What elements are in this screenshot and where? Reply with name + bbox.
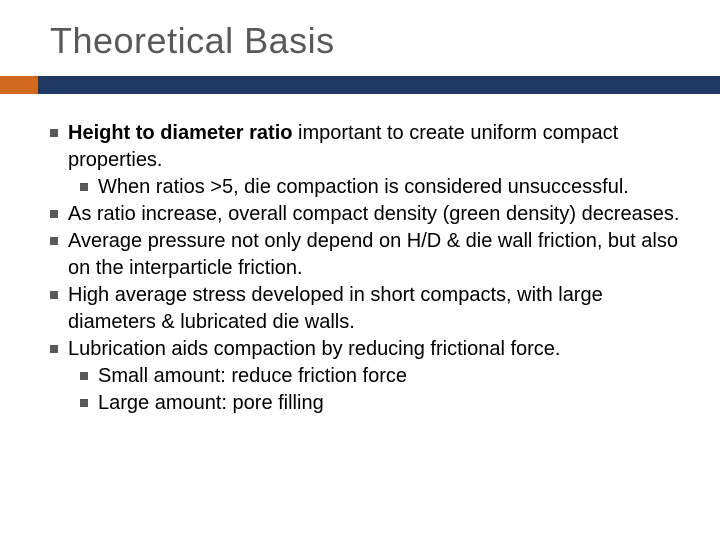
bullet-item: Average pressure not only depend on H/D … bbox=[50, 228, 692, 282]
bullet-item: Lubrication aids compaction by reducing … bbox=[50, 336, 692, 363]
square-bullet-icon bbox=[80, 372, 88, 380]
square-bullet-icon bbox=[50, 291, 58, 299]
bullet-item: High average stress developed in short c… bbox=[50, 282, 692, 336]
bullet-item: Height to diameter ratio important to cr… bbox=[50, 120, 692, 174]
accent-orange-block bbox=[0, 76, 38, 94]
slide-title: Theoretical Basis bbox=[0, 20, 720, 62]
bullet-item: Large amount: pore filling bbox=[80, 390, 692, 417]
square-bullet-icon bbox=[50, 210, 58, 218]
bullet-item: Small amount: reduce friction force bbox=[80, 363, 692, 390]
bullet-item: When ratios >5, die compaction is consid… bbox=[80, 174, 692, 201]
accent-blue-block bbox=[38, 76, 720, 94]
bullet-text: High average stress developed in short c… bbox=[68, 284, 603, 333]
square-bullet-icon bbox=[50, 237, 58, 245]
square-bullet-icon bbox=[80, 399, 88, 407]
bullet-text: Large amount: pore filling bbox=[98, 392, 324, 414]
slide: Theoretical Basis Height to diameter rat… bbox=[0, 0, 720, 540]
bullet-text: Small amount: reduce friction force bbox=[98, 365, 407, 387]
square-bullet-icon bbox=[50, 345, 58, 353]
bullet-item: As ratio increase, overall compact densi… bbox=[50, 201, 692, 228]
slide-body: Height to diameter ratio important to cr… bbox=[0, 94, 720, 417]
bullet-text: Average pressure not only depend on H/D … bbox=[68, 230, 678, 279]
bullet-text: As ratio increase, overall compact densi… bbox=[68, 203, 679, 225]
bullet-text: When ratios >5, die compaction is consid… bbox=[98, 176, 629, 198]
bullet-text: Lubrication aids compaction by reducing … bbox=[68, 338, 560, 360]
square-bullet-icon bbox=[80, 183, 88, 191]
bullet-text-bold: Height to diameter ratio bbox=[68, 122, 292, 144]
accent-bar bbox=[0, 76, 720, 94]
square-bullet-icon bbox=[50, 129, 58, 137]
